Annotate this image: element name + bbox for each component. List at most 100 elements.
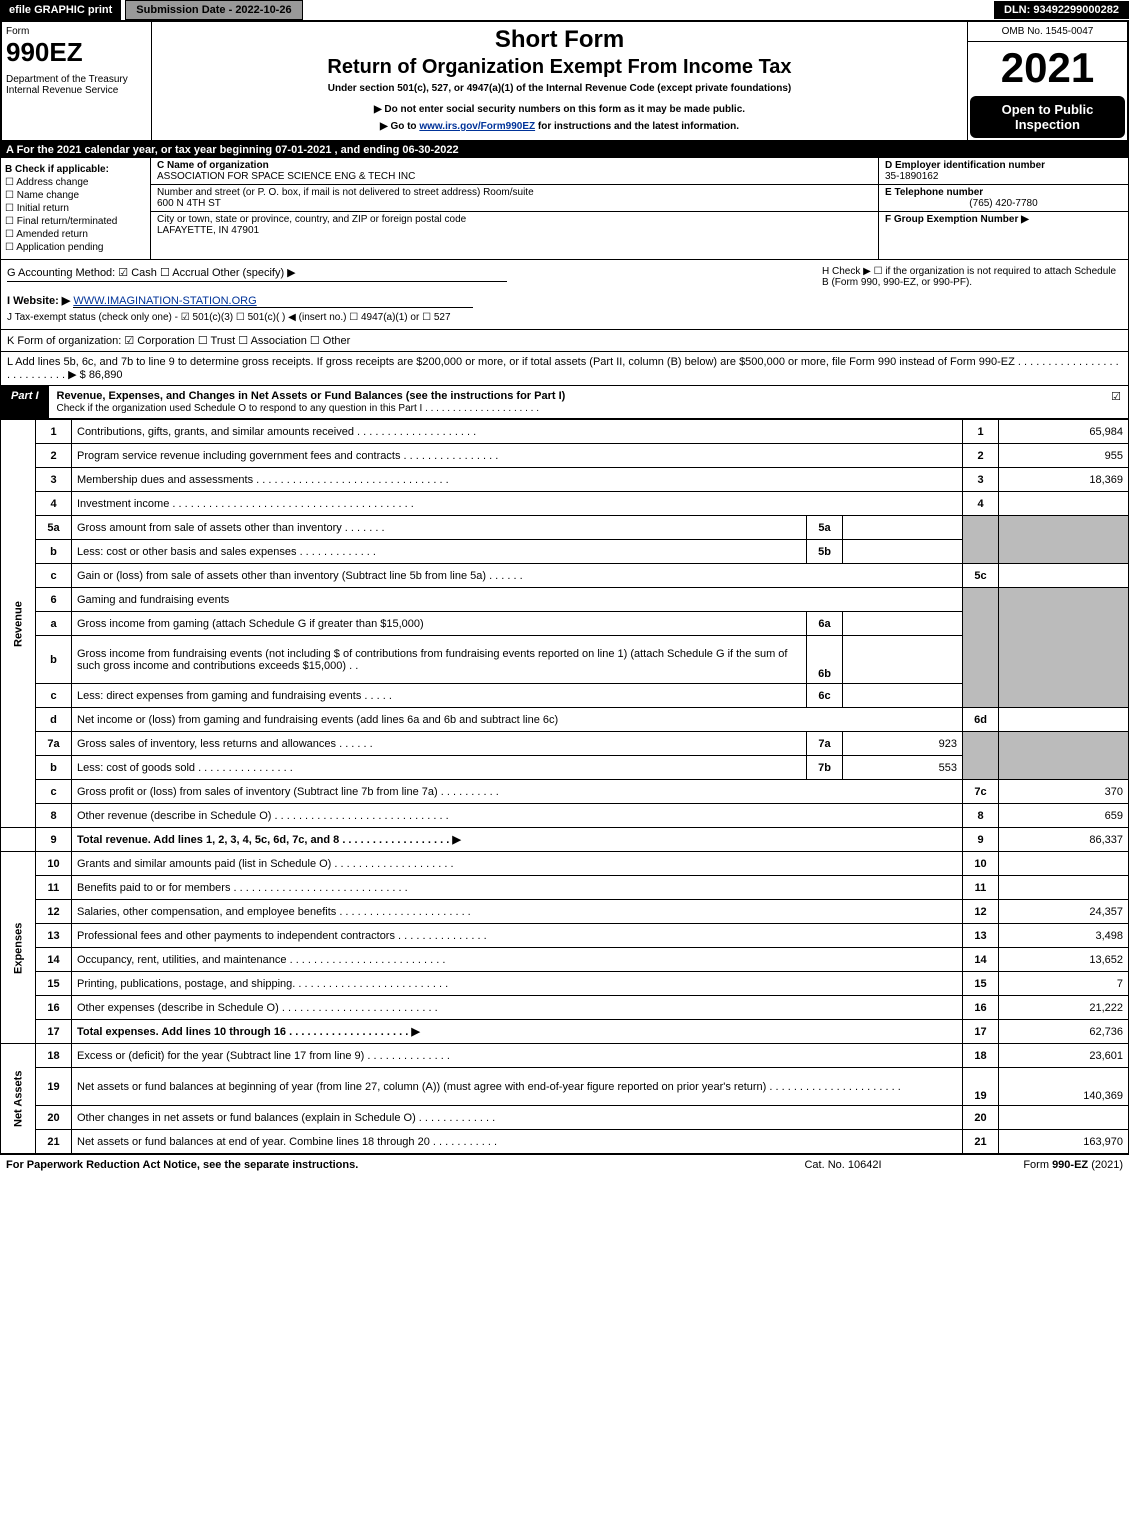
line-3-desc: Membership dues and assessments . . . . … xyxy=(72,468,963,492)
d-label: D Employer identification number xyxy=(885,160,1045,171)
line-3-val: 18,369 xyxy=(999,468,1129,492)
line-11-col: 11 xyxy=(963,876,999,900)
line-9-desc: Total revenue. Add lines 1, 2, 3, 4, 5c,… xyxy=(72,828,963,852)
part-1-checkbox[interactable]: ☑ xyxy=(1104,386,1128,418)
line-9-num: 9 xyxy=(36,828,72,852)
footer-form-ref: Form 990-EZ (2021) xyxy=(943,1159,1123,1171)
org-name: ASSOCIATION FOR SPACE SCIENCE ENG & TECH… xyxy=(157,171,415,182)
website-link[interactable]: WWW.IMAGINATION-STATION.ORG xyxy=(73,295,473,308)
line-11-desc: Benefits paid to or for members . . . . … xyxy=(72,876,963,900)
submission-date: Submission Date - 2022-10-26 xyxy=(125,0,302,20)
line-8-desc: Other revenue (describe in Schedule O) .… xyxy=(72,804,963,828)
f-row: F Group Exemption Number ▶ xyxy=(879,212,1128,227)
line-7c-val: 370 xyxy=(999,780,1129,804)
b-final-return[interactable]: ☐ Final return/terminated xyxy=(5,216,146,227)
i-label: I Website: ▶ xyxy=(7,295,70,307)
line-6d-col: 6d xyxy=(963,708,999,732)
line-18-num: 18 xyxy=(36,1044,72,1068)
revenue-side-label: Revenue xyxy=(1,420,36,828)
go-suffix: for instructions and the latest informat… xyxy=(535,121,739,132)
line-6-desc: Gaming and fundraising events xyxy=(72,588,963,612)
line-14-num: 14 xyxy=(36,948,72,972)
open-inspection-badge: Open to Public Inspection xyxy=(970,96,1125,138)
line-7b-desc: Less: cost of goods sold . . . . . . . .… xyxy=(72,756,807,780)
part-1-title-box: Revenue, Expenses, and Changes in Net As… xyxy=(49,386,1104,418)
line-6c-subnum: 6c xyxy=(807,684,843,708)
line-12-desc: Salaries, other compensation, and employ… xyxy=(72,900,963,924)
line-21-val: 163,970 xyxy=(999,1130,1129,1154)
efile-print-button[interactable]: efile GRAPHIC print xyxy=(0,0,121,20)
form-label: Form xyxy=(6,26,147,37)
header-left: Form 990EZ Department of the Treasury In… xyxy=(2,22,152,140)
form-header: Form 990EZ Department of the Treasury In… xyxy=(0,22,1129,142)
line-14-desc: Occupancy, rent, utilities, and maintena… xyxy=(72,948,963,972)
revenue-table: Revenue 1 Contributions, gifts, grants, … xyxy=(0,419,1129,1154)
top-bar: efile GRAPHIC print Submission Date - 20… xyxy=(0,0,1129,22)
net-assets-side-label: Net Assets xyxy=(1,1044,36,1154)
gh-left: G Accounting Method: ☑ Cash ☐ Accrual Ot… xyxy=(7,266,822,323)
line-7a-subval: 923 xyxy=(843,732,963,756)
line-2-val: 955 xyxy=(999,444,1129,468)
line-1-col: 1 xyxy=(963,420,999,444)
line-5c-desc: Gain or (loss) from sale of assets other… xyxy=(72,564,963,588)
line-3-num: 3 xyxy=(36,468,72,492)
line-4-desc: Investment income . . . . . . . . . . . … xyxy=(72,492,963,516)
page-footer: For Paperwork Reduction Act Notice, see … xyxy=(0,1154,1129,1175)
line-2-desc: Program service revenue including govern… xyxy=(72,444,963,468)
line-8-num: 8 xyxy=(36,804,72,828)
line-1-desc: Contributions, gifts, grants, and simila… xyxy=(72,420,963,444)
c-city-label: City or town, state or province, country… xyxy=(157,214,466,225)
j-tax-exempt: J Tax-exempt status (check only one) - ☑… xyxy=(7,312,822,323)
line-5c-val xyxy=(999,564,1129,588)
line-15-num: 15 xyxy=(36,972,72,996)
return-title: Return of Organization Exempt From Incom… xyxy=(160,56,959,79)
part-1-sub: Check if the organization used Schedule … xyxy=(57,403,539,414)
line-18-val: 23,601 xyxy=(999,1044,1129,1068)
go-prefix: ▶ Go to xyxy=(380,121,419,132)
h-box: H Check ▶ ☐ if the organization is not r… xyxy=(822,266,1122,323)
line-7-grey2 xyxy=(999,732,1129,780)
line-9-val: 86,337 xyxy=(999,828,1129,852)
c-street-label: Number and street (or P. O. box, if mail… xyxy=(157,187,534,198)
b-name-change[interactable]: ☐ Name change xyxy=(5,190,146,201)
line-4-num: 4 xyxy=(36,492,72,516)
line-5a-num: 5a xyxy=(36,516,72,540)
line-5b-num: b xyxy=(36,540,72,564)
f-label: F Group Exemption Number ▶ xyxy=(885,214,1029,225)
line-19-col: 19 xyxy=(963,1068,999,1106)
line-15-val: 7 xyxy=(999,972,1129,996)
department: Department of the Treasury Internal Reve… xyxy=(6,74,147,96)
line-4-val xyxy=(999,492,1129,516)
ein-value: 35-1890162 xyxy=(885,171,938,182)
row-k: K Form of organization: ☑ Corporation ☐ … xyxy=(0,330,1129,352)
e-row: E Telephone number (765) 420-7780 xyxy=(879,185,1128,212)
d-row: D Employer identification number 35-1890… xyxy=(879,158,1128,185)
b-address-change[interactable]: ☐ Address change xyxy=(5,177,146,188)
footer-form-suffix: (2021) xyxy=(1088,1159,1123,1171)
line-6b-subval xyxy=(843,636,963,684)
line-17-col: 17 xyxy=(963,1020,999,1044)
line-6a-subnum: 6a xyxy=(807,612,843,636)
footer-cat-no: Cat. No. 10642I xyxy=(743,1159,943,1171)
line-10-col: 10 xyxy=(963,852,999,876)
line-5a-desc: Gross amount from sale of assets other t… xyxy=(72,516,807,540)
row-a-tax-year: A For the 2021 calendar year, or tax yea… xyxy=(0,142,1129,158)
line-17-num: 17 xyxy=(36,1020,72,1044)
line-20-col: 20 xyxy=(963,1106,999,1130)
b-amended-return[interactable]: ☐ Amended return xyxy=(5,229,146,240)
line-1-val: 65,984 xyxy=(999,420,1129,444)
line-15-desc: Printing, publications, postage, and shi… xyxy=(72,972,963,996)
box-d-e-f: D Employer identification number 35-1890… xyxy=(878,158,1128,259)
line-3-col: 3 xyxy=(963,468,999,492)
line-18-desc: Excess or (deficit) for the year (Subtra… xyxy=(72,1044,963,1068)
footer-notice: For Paperwork Reduction Act Notice, see … xyxy=(6,1159,743,1171)
irs-link[interactable]: www.irs.gov/Form990EZ xyxy=(419,121,535,132)
line-6a-subval xyxy=(843,612,963,636)
line-1-num: 1 xyxy=(36,420,72,444)
part-1-title: Revenue, Expenses, and Changes in Net As… xyxy=(57,390,566,402)
b-initial-return[interactable]: ☐ Initial return xyxy=(5,203,146,214)
line-7b-subnum: 7b xyxy=(807,756,843,780)
line-7b-subval: 553 xyxy=(843,756,963,780)
b-application-pending[interactable]: ☐ Application pending xyxy=(5,242,146,253)
line-7a-num: 7a xyxy=(36,732,72,756)
